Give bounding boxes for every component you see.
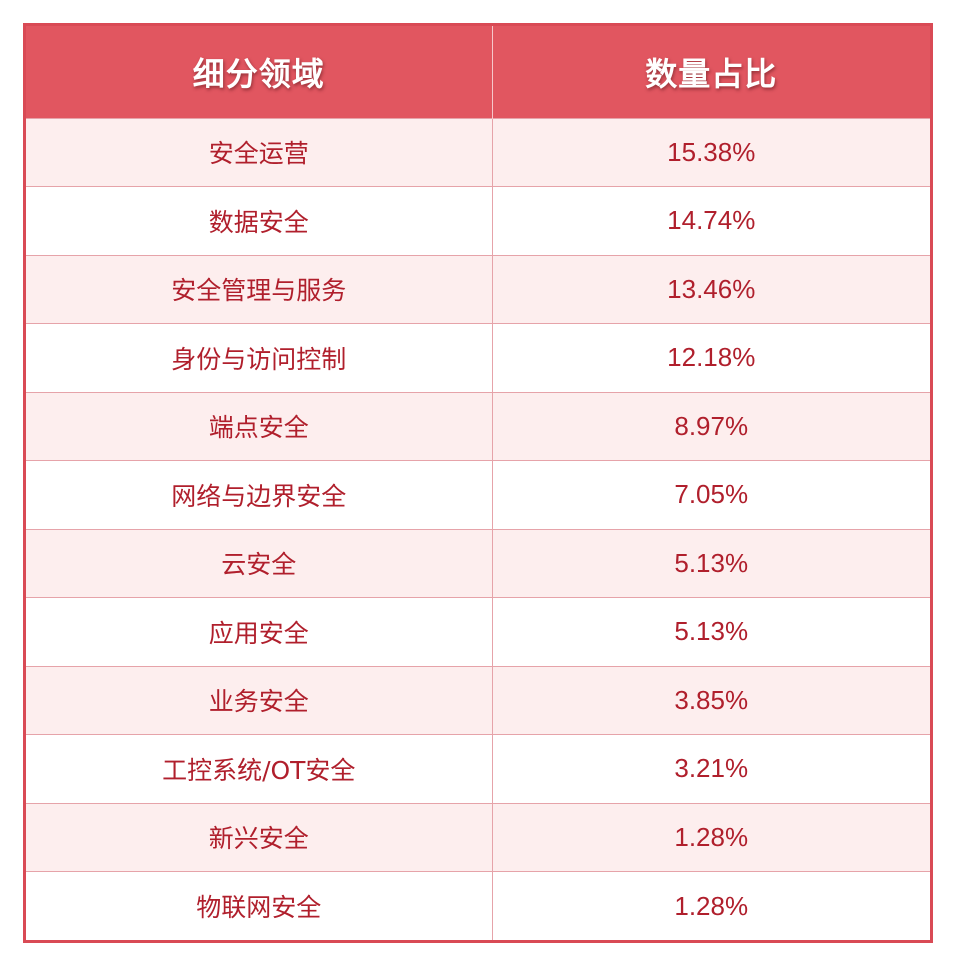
table-row: 安全运营 15.38%	[26, 117, 930, 187]
security-segment-table: 细分领域 数量占比 安全运营 15.38% 数据安全 14.74% 安全管理与服…	[26, 26, 930, 940]
table-row: 应用安全 5.13%	[26, 597, 930, 666]
share-cell: 8.97%	[492, 391, 930, 461]
header-segment: 细分领域	[26, 26, 493, 118]
table-row: 数据安全 14.74%	[26, 186, 930, 255]
segment-cell: 业务安全	[26, 665, 493, 735]
segment-cell: 工控系统/OT安全	[26, 734, 493, 803]
segment-cell: 安全管理与服务	[26, 254, 493, 324]
segment-cell: 安全运营	[26, 117, 493, 187]
share-cell: 3.85%	[492, 665, 930, 735]
table-row: 云安全 5.13%	[26, 528, 930, 598]
header-share: 数量占比	[492, 26, 930, 118]
share-cell: 12.18%	[492, 323, 930, 392]
share-cell: 7.05%	[492, 460, 930, 529]
table-row: 网络与边界安全 7.05%	[26, 460, 930, 529]
table-row: 端点安全 8.97%	[26, 391, 930, 461]
share-cell: 3.21%	[492, 734, 930, 803]
segment-cell: 数据安全	[26, 186, 493, 255]
share-cell: 1.28%	[492, 802, 930, 872]
table-row: 安全管理与服务 13.46%	[26, 254, 930, 324]
segment-cell: 网络与边界安全	[26, 460, 493, 529]
share-cell: 1.28%	[492, 871, 930, 940]
table-row: 新兴安全 1.28%	[26, 802, 930, 872]
segment-cell: 端点安全	[26, 391, 493, 461]
table-row: 业务安全 3.85%	[26, 665, 930, 735]
segment-cell: 新兴安全	[26, 802, 493, 872]
share-cell: 13.46%	[492, 254, 930, 324]
share-cell: 15.38%	[492, 117, 930, 187]
table-row: 身份与访问控制 12.18%	[26, 323, 930, 392]
share-cell: 5.13%	[492, 528, 930, 598]
share-cell: 14.74%	[492, 186, 930, 255]
segment-cell: 物联网安全	[26, 871, 493, 940]
segment-cell: 应用安全	[26, 597, 493, 666]
table-row: 物联网安全 1.28%	[26, 871, 930, 940]
segment-cell: 身份与访问控制	[26, 323, 493, 392]
table-row: 工控系统/OT安全 3.21%	[26, 734, 930, 803]
table-header-row: 细分领域 数量占比	[26, 26, 930, 118]
share-table: 细分领域 数量占比 安全运营 15.38% 数据安全 14.74% 安全管理与服…	[23, 23, 933, 943]
share-cell: 5.13%	[492, 597, 930, 666]
segment-cell: 云安全	[26, 528, 493, 598]
